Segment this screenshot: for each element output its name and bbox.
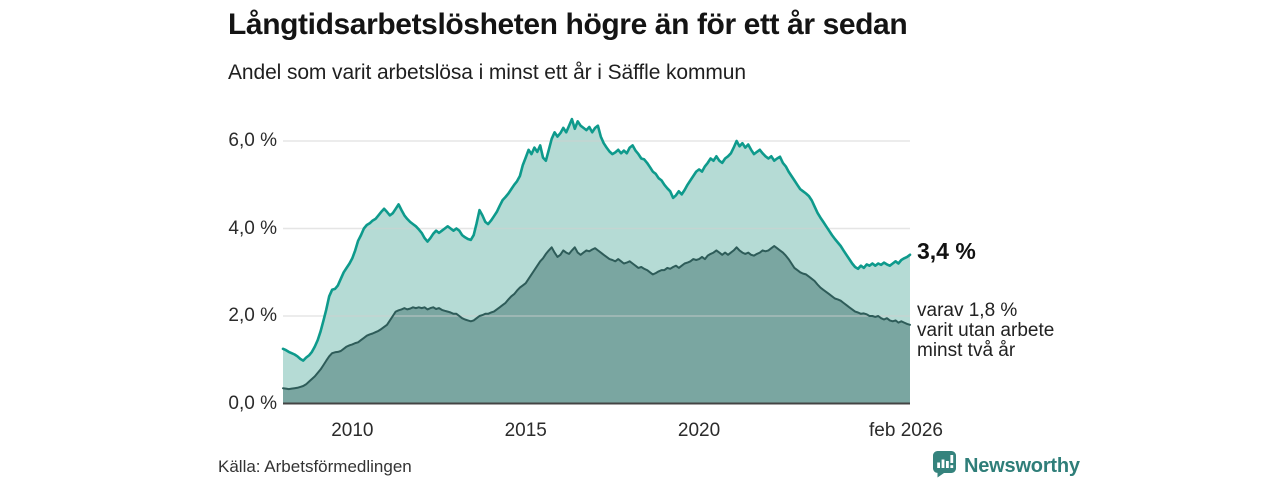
- series-line-0: [281, 117, 912, 362]
- source-note: Källa: Arbetsförmedlingen: [218, 457, 412, 476]
- annotation-note: varav 1,8 % varit utan arbete minst två …: [917, 300, 1055, 361]
- logo-bubble: [933, 451, 956, 478]
- x-axis-label: feb 2026: [869, 420, 943, 441]
- newsworthy-logo-text: Newsworthy: [964, 455, 1080, 477]
- series-area-1: [283, 246, 910, 404]
- y-axis-label: 6,0 %: [228, 130, 277, 151]
- y-axis-label: 0,0 %: [228, 392, 277, 414]
- x-axis-label: 2015: [504, 420, 547, 441]
- newsworthy-logo: Newsworthy: [932, 450, 1080, 483]
- chart-subtitle: Andel som varit arbetslösa i minst ett å…: [228, 61, 746, 84]
- series-line-1: [282, 245, 911, 391]
- x-axis-label: 2020: [677, 420, 721, 441]
- y-axis-label: 2,0 %: [228, 305, 277, 326]
- newsworthy-logo-icon: [932, 450, 957, 483]
- latest-value-label: 3,4 %: [917, 238, 976, 264]
- y-axis-label: 4,0 %: [228, 217, 277, 239]
- chart-title: Långtidsarbetslösheten högre än för ett …: [228, 8, 908, 41]
- x-axis-label: 2010: [331, 420, 374, 441]
